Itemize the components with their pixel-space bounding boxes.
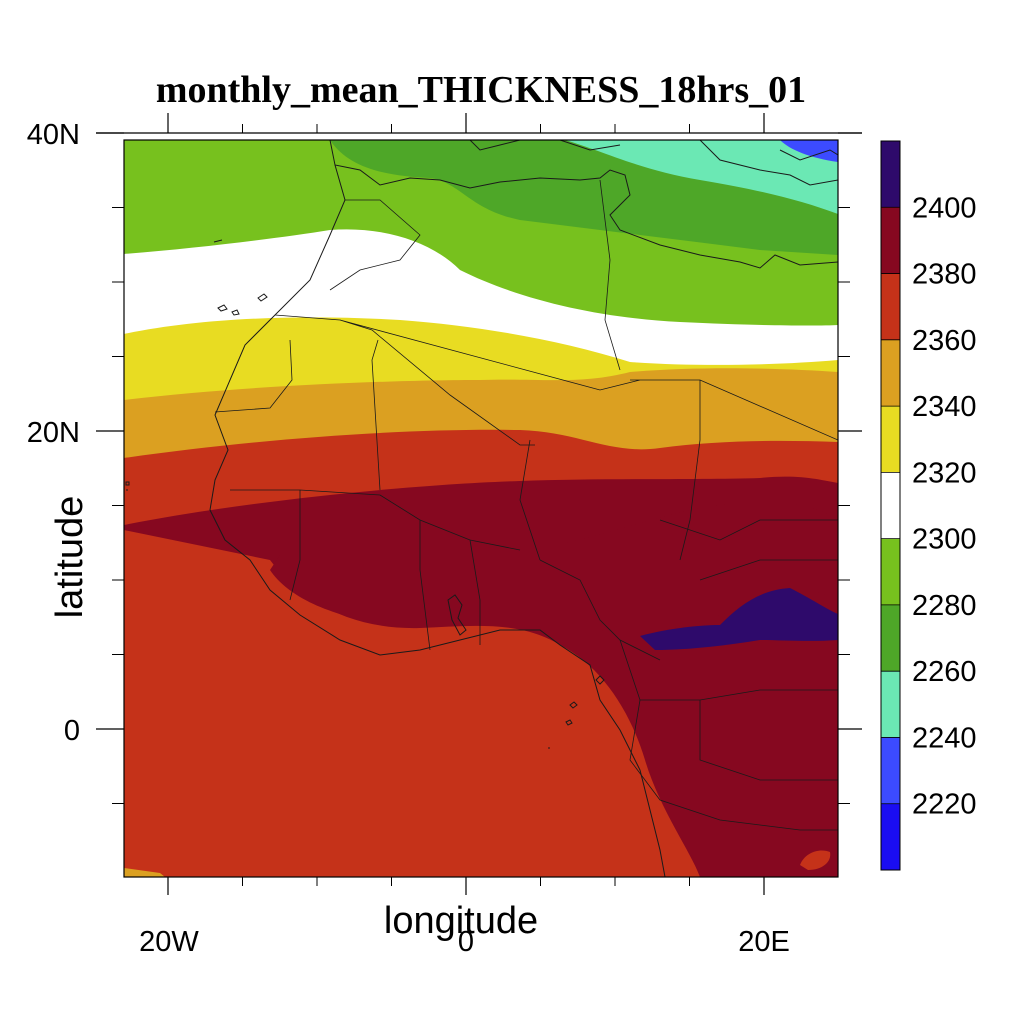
mediterranean-north-coast [469,140,838,186]
colorbar-label: 2400 [912,192,977,224]
canary-islands [213,239,268,316]
colorbar-swatch [881,671,900,738]
cape-verde-islands [125,481,130,491]
north-africa-coastline [329,140,838,269]
x-axis-title: longitude [384,900,538,942]
colorbar-label: 2260 [912,656,977,688]
y-tick-label-20n: 20N [27,417,80,449]
colorbar-swatch [881,472,900,540]
colorbar-swatch [881,339,900,407]
contour-bands [124,140,838,877]
y-axis-title: latitude [49,496,91,619]
band-2240-2260 [565,140,838,214]
colorbar: 2220 2240 2260 2280 2300 2320 2340 2360 2380 2400 [880,140,977,871]
x-tick-label-20e: 20E [738,926,790,958]
axis-ticks [96,113,862,895]
x-tick-label-0: 0 [458,926,474,958]
country-borders [214,179,838,831]
colorbar-label: 2320 [912,457,977,489]
colorbar-swatch [881,803,900,871]
colorbar-label: 2240 [912,722,977,754]
colorbar-label: 2280 [912,590,977,622]
colorbar-swatch [881,141,900,208]
colorbar-label: 2220 [912,789,977,821]
plot-frame [123,139,839,878]
colorbar-label: 2300 [912,524,977,556]
colorbar-label: 2340 [912,391,977,423]
colorbar-frame [880,140,901,871]
y-tick-label-40n: 40N [27,119,80,151]
colorbar-swatch [881,207,900,275]
colorbar-swatch [881,604,900,672]
band-2340-2360-southwest [124,868,165,877]
y-tick-label-0: 0 [64,715,80,747]
map-title: monthly_mean_THICKNESS_18hrs_01 [156,69,806,111]
west-africa-coastline [209,164,666,877]
x-tick-label-20w: 20W [139,926,199,958]
colorbar-swatch [881,737,900,805]
gulf-of-guinea-islands [548,675,605,749]
colorbar-label: 2360 [912,325,977,357]
band-2380-2400-core [270,502,838,634]
band-2220-2240 [780,140,838,162]
colorbar-label: 2380 [912,259,977,291]
band-2360-2380-south [124,530,700,877]
band-above-2400 [640,588,838,650]
lake-volta [447,594,467,636]
colorbar-swatch [881,538,900,606]
band-2360-2380-southeast [800,850,831,870]
colorbar-swatch [881,406,900,473]
colorbar-swatch [881,273,900,341]
plot-area [124,140,838,877]
